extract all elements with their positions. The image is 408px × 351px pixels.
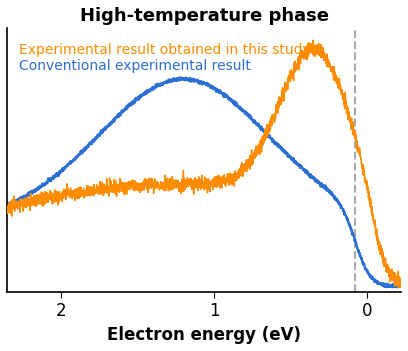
Legend: Experimental result obtained in this study, Conventional experimental result: Experimental result obtained in this stu… [14, 38, 317, 79]
Title: High-temperature phase: High-temperature phase [80, 7, 328, 25]
X-axis label: Electron energy (eV): Electron energy (eV) [107, 326, 301, 344]
